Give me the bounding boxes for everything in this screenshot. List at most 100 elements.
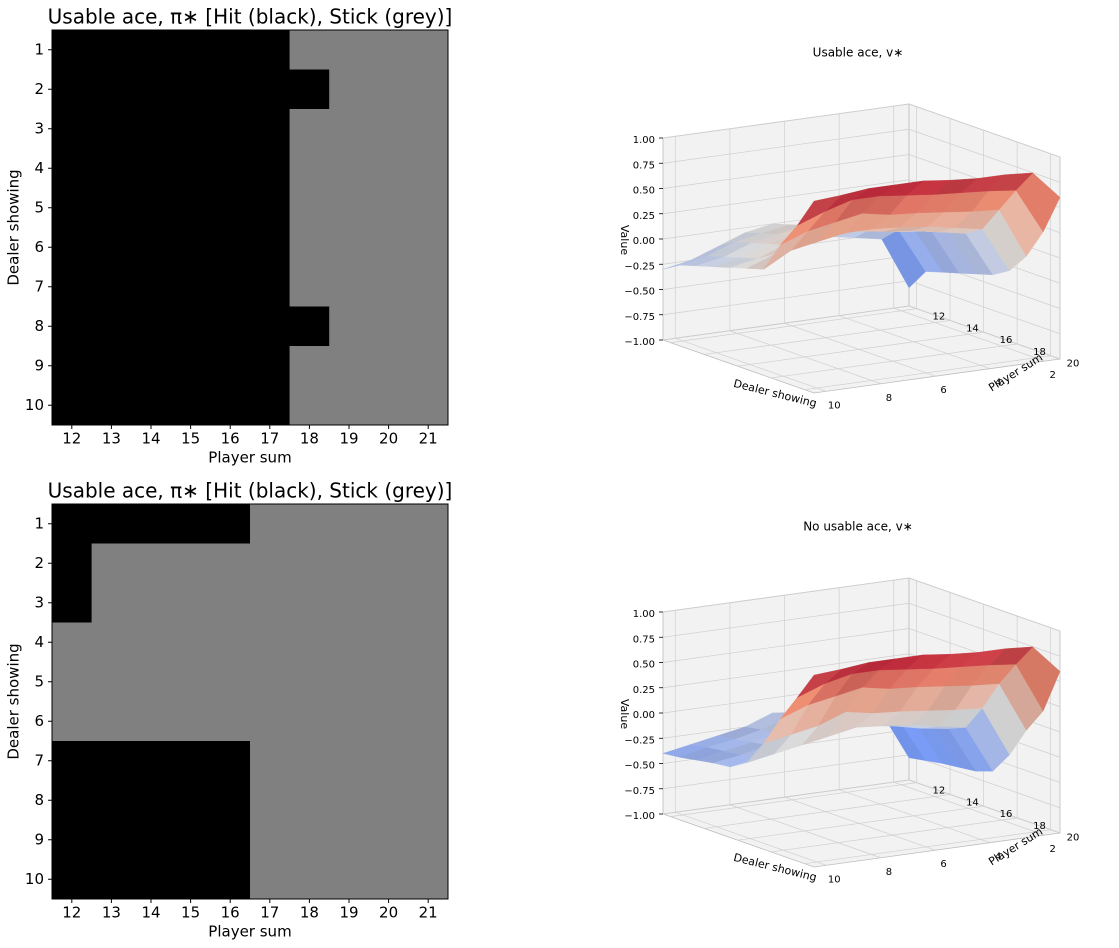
stick-cell bbox=[369, 820, 409, 860]
stick-cell bbox=[408, 820, 448, 860]
stick-cell bbox=[329, 307, 369, 347]
stick-cell bbox=[250, 781, 290, 821]
hit-cell bbox=[250, 307, 290, 347]
hit-cell bbox=[250, 70, 290, 110]
stick-cell bbox=[369, 109, 409, 149]
z-tick-label: 0.50 bbox=[633, 660, 655, 671]
stick-cell bbox=[329, 228, 369, 268]
stick-cell bbox=[329, 781, 369, 821]
stick-cell bbox=[290, 820, 330, 860]
y-tick-label: 2 bbox=[34, 554, 44, 572]
z-tick-label: 1.00 bbox=[633, 609, 655, 620]
stick-cell bbox=[329, 70, 369, 110]
stick-cell bbox=[131, 583, 171, 623]
hit-cell bbox=[52, 781, 92, 821]
stick-cell bbox=[408, 662, 448, 702]
stick-cell bbox=[369, 346, 409, 386]
stick-cell bbox=[369, 662, 409, 702]
x-axis-label: Player sum bbox=[208, 923, 291, 941]
x-tick-label: 12 bbox=[62, 904, 81, 922]
hit-cell bbox=[92, 504, 132, 544]
stick-cell bbox=[171, 702, 211, 742]
stick-cell bbox=[171, 544, 211, 584]
z-tick-label: 0.00 bbox=[633, 710, 655, 721]
hit-cell bbox=[52, 188, 92, 228]
hit-cell bbox=[52, 109, 92, 149]
hit-cell bbox=[52, 267, 92, 307]
stick-cell bbox=[171, 583, 211, 623]
y-tick-label: 9 bbox=[34, 830, 44, 848]
stick-cell bbox=[92, 662, 132, 702]
stick-cell bbox=[210, 662, 250, 702]
stick-cell bbox=[408, 781, 448, 821]
stick-cell bbox=[290, 860, 330, 900]
x-tick-label: 15 bbox=[181, 904, 200, 922]
stick-cell bbox=[171, 623, 211, 663]
stick-cell bbox=[369, 30, 409, 70]
hit-cell bbox=[171, 149, 211, 189]
z-tick-label: −0.75 bbox=[624, 786, 655, 797]
hit-cell bbox=[131, 228, 171, 268]
x-tick-label: 14 bbox=[141, 904, 160, 922]
stick-cell bbox=[290, 544, 330, 584]
hit-cell bbox=[92, 30, 132, 70]
stick-cell bbox=[290, 109, 330, 149]
hit-cell bbox=[210, 820, 250, 860]
z-tick-label: −0.75 bbox=[624, 312, 655, 323]
stick-cell bbox=[52, 623, 92, 663]
chart-title: Usable ace, π∗ [Hit (black), Stick (grey… bbox=[48, 479, 453, 503]
chart-title: No usable ace, v∗ bbox=[803, 520, 913, 534]
y-tick-label: 6 bbox=[34, 712, 44, 730]
stick-cell bbox=[369, 741, 409, 781]
x-tick-label: 16 bbox=[221, 430, 240, 448]
y-tick-label: 20 bbox=[1067, 359, 1080, 370]
y-axis-label: Dealer showing bbox=[5, 643, 23, 759]
hit-cell bbox=[210, 228, 250, 268]
hit-cell bbox=[210, 781, 250, 821]
hit-cell bbox=[131, 188, 171, 228]
stick-cell bbox=[369, 188, 409, 228]
y-tick-label: 8 bbox=[34, 791, 44, 809]
stick-cell bbox=[92, 702, 132, 742]
stick-cell bbox=[329, 820, 369, 860]
x-tick-label: 17 bbox=[260, 904, 279, 922]
stick-cell bbox=[290, 267, 330, 307]
y-tick-label: 16 bbox=[1000, 335, 1013, 346]
hit-cell bbox=[210, 70, 250, 110]
hit-cell bbox=[210, 30, 250, 70]
stick-cell bbox=[329, 662, 369, 702]
hit-cell bbox=[52, 30, 92, 70]
z-tick-label: −1.00 bbox=[624, 811, 655, 822]
hit-cell bbox=[52, 70, 92, 110]
hit-cell bbox=[92, 228, 132, 268]
stick-cell bbox=[369, 623, 409, 663]
hit-cell bbox=[92, 307, 132, 347]
hit-cell bbox=[210, 267, 250, 307]
stick-cell bbox=[408, 267, 448, 307]
x-tick-label: 8 bbox=[886, 393, 892, 404]
y-tick-label: 4 bbox=[34, 159, 44, 177]
x-tick-label: 18 bbox=[300, 904, 319, 922]
stick-cell bbox=[290, 583, 330, 623]
hit-cell bbox=[171, 860, 211, 900]
hit-cell bbox=[171, 386, 211, 426]
stick-cell bbox=[329, 544, 369, 584]
hit-cell bbox=[92, 346, 132, 386]
hit-cell bbox=[52, 307, 92, 347]
stick-cell bbox=[290, 30, 330, 70]
stick-cell bbox=[408, 70, 448, 110]
y-tick-label: 4 bbox=[34, 633, 44, 651]
stick-cell bbox=[329, 741, 369, 781]
stick-cell bbox=[408, 30, 448, 70]
stick-cell bbox=[408, 504, 448, 544]
x-tick-label: 13 bbox=[102, 904, 121, 922]
y-tick-label: 7 bbox=[34, 277, 44, 295]
hit-cell bbox=[131, 109, 171, 149]
stick-cell bbox=[250, 544, 290, 584]
x-tick-label: 10 bbox=[828, 400, 841, 411]
stick-cell bbox=[408, 623, 448, 663]
stick-cell bbox=[329, 386, 369, 426]
hit-cell bbox=[171, 109, 211, 149]
x-tick-label: 20 bbox=[379, 430, 398, 448]
